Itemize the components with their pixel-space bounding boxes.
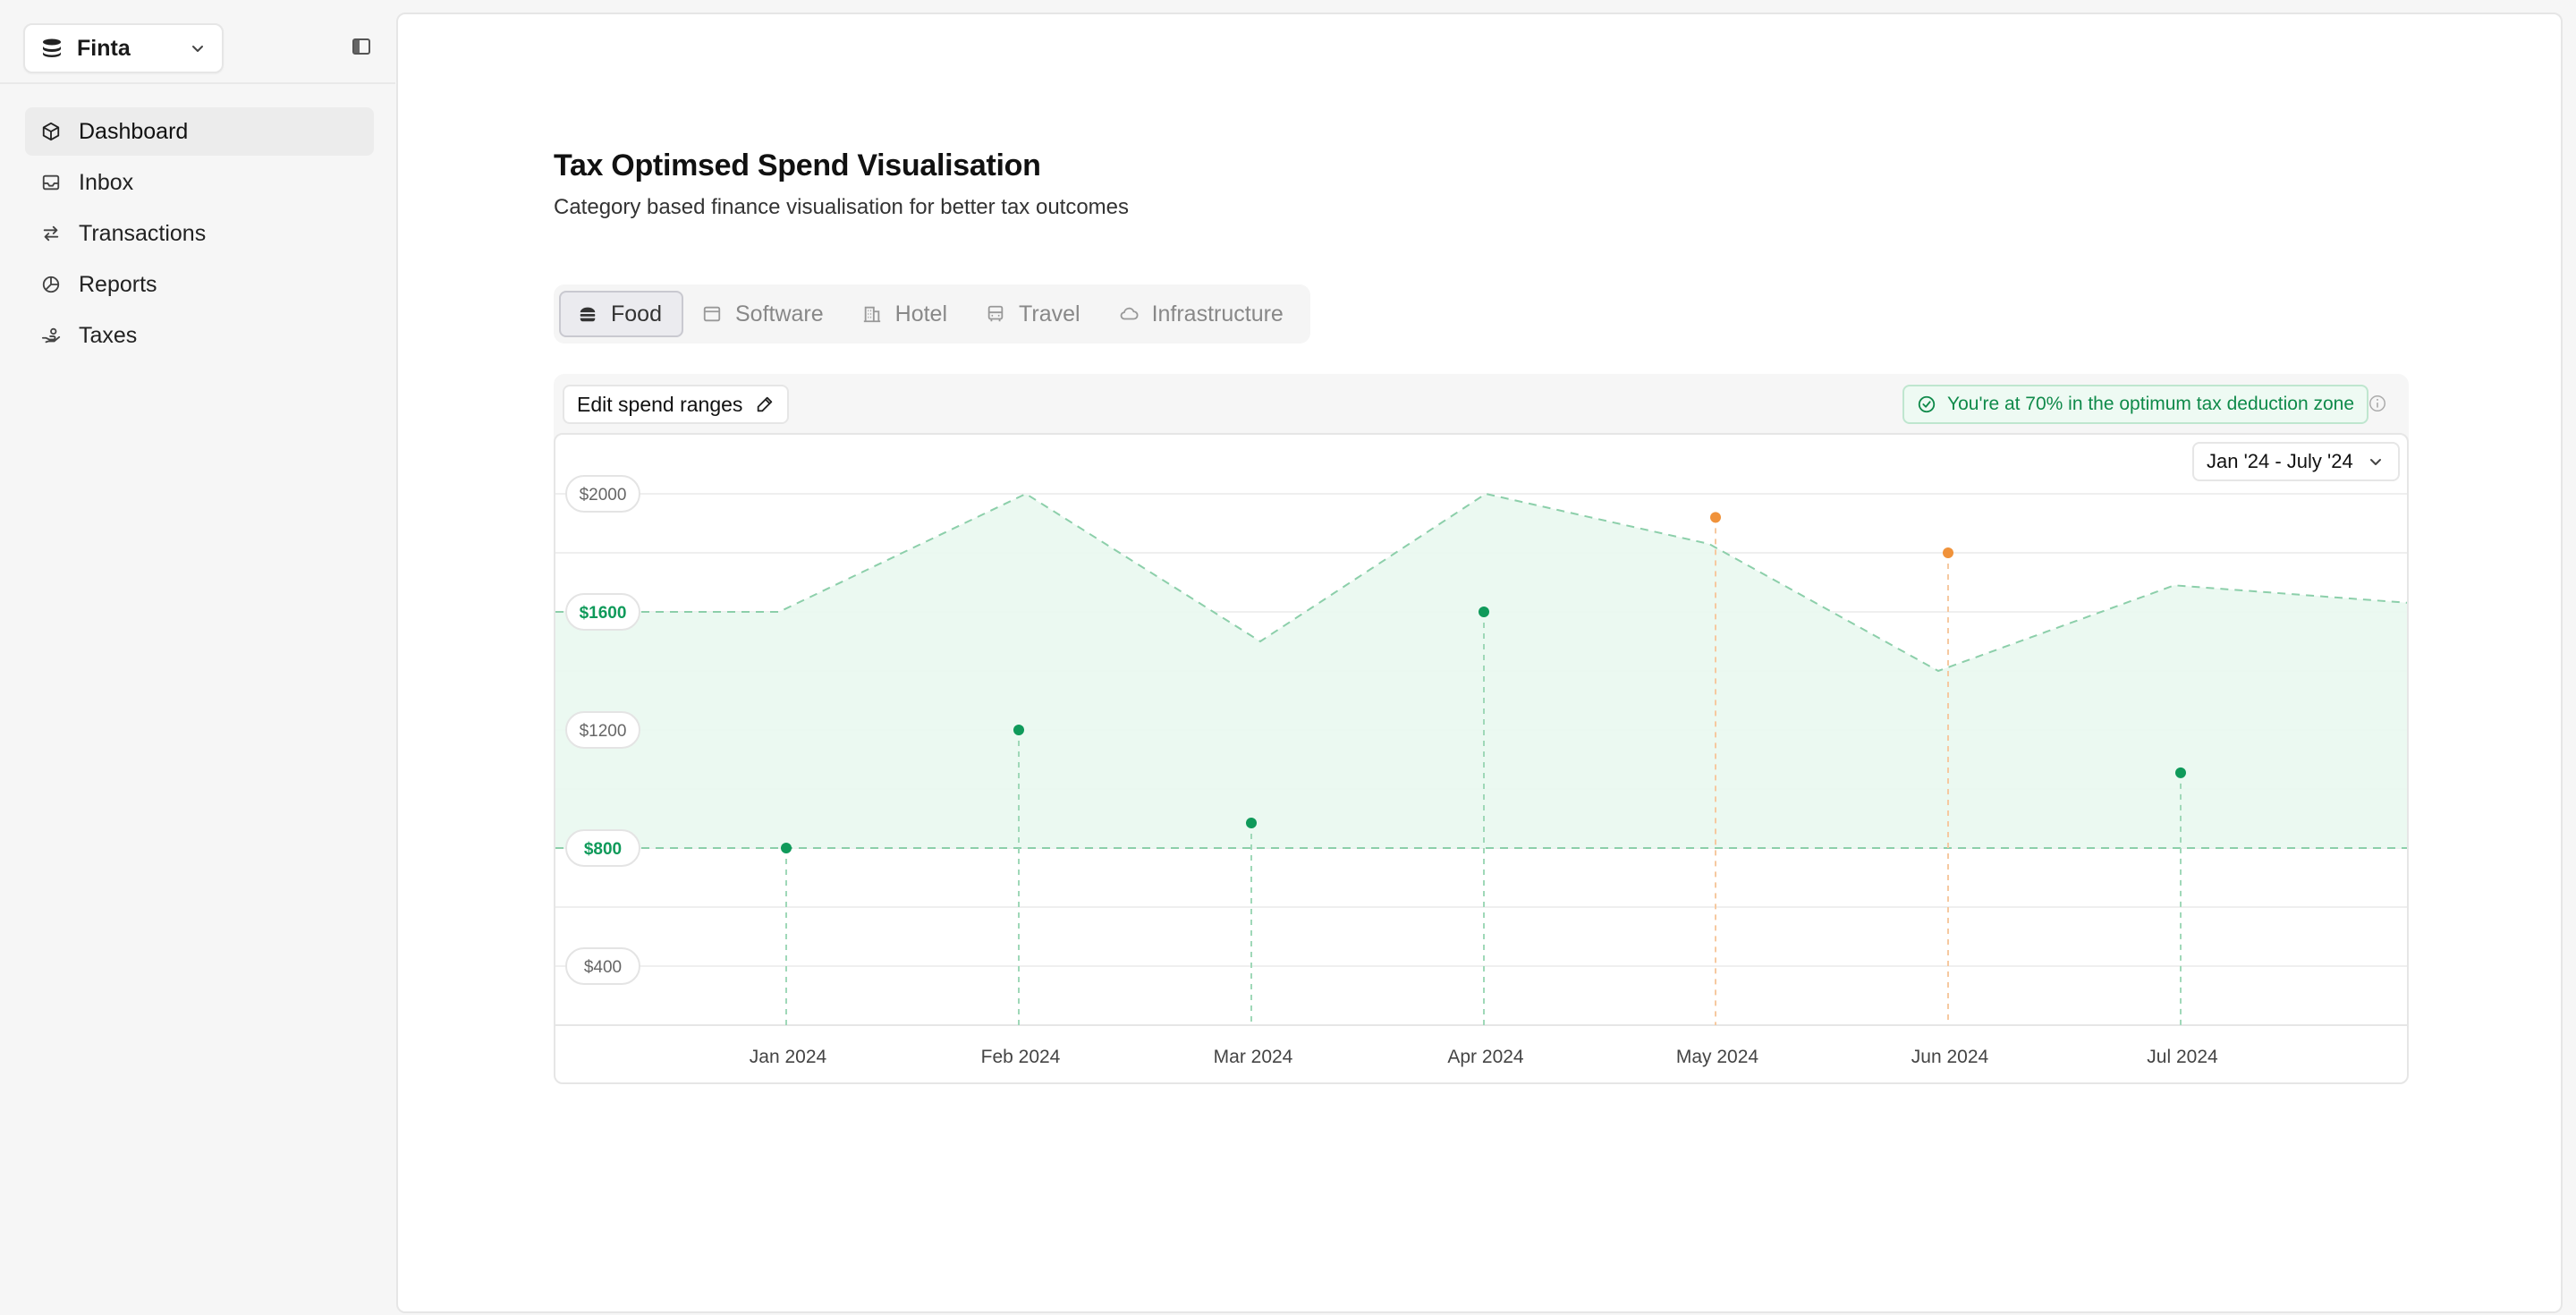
info-icon[interactable]: [2368, 394, 2389, 415]
sidebar-item-label: Taxes: [79, 322, 138, 348]
y-tick-pill: [565, 475, 640, 513]
y-tick-label: $400: [584, 958, 622, 977]
inbox-icon: [39, 171, 63, 194]
y-tick-pill: [565, 947, 640, 985]
spend-point: [2175, 767, 2186, 778]
x-tick-label: May 2024: [1676, 1047, 1759, 1067]
sidebar-item-label: Dashboard: [79, 118, 189, 144]
spend-point: [1943, 547, 1953, 558]
sidebar-item-reports[interactable]: Reports: [25, 260, 374, 309]
tab-label: Infrastructure: [1151, 301, 1284, 327]
sidebar-item-label: Inbox: [79, 169, 134, 195]
chevron-down-icon: [2366, 452, 2385, 471]
hand-coins-icon: [39, 324, 63, 347]
sidebar-item-label: Reports: [79, 271, 157, 297]
chart-plot-area: Jan '24 - July '24 $2000 $1600 $1200 $800 $4…: [554, 433, 2409, 1084]
y-tick-pill: [565, 593, 640, 631]
spend-point: [781, 843, 792, 853]
x-tick-label: Apr 2024: [1447, 1047, 1524, 1067]
y-tick-pill: [565, 829, 640, 867]
spend-point: [1479, 607, 1489, 617]
check-circle-icon: [1917, 394, 1936, 414]
database-icon: [39, 36, 64, 61]
tax-zone-status-badge: You're at 70% in the optimum tax deducti…: [1902, 385, 2369, 424]
tab-hotel[interactable]: Hotel: [845, 291, 967, 337]
window-icon: [701, 303, 723, 325]
tab-label: Hotel: [894, 301, 948, 327]
x-tick-label: Jul 2024: [2147, 1047, 2218, 1067]
tab-travel[interactable]: Travel: [969, 291, 1100, 337]
tab-software[interactable]: Software: [685, 291, 843, 337]
chevron-down-icon: [188, 38, 208, 58]
y-tick-label: $1600: [580, 604, 627, 623]
optimum-zone-area: [555, 494, 2407, 848]
workspace-name: Finta: [77, 35, 131, 61]
edit-spend-ranges-label: Edit spend ranges: [577, 392, 743, 416]
tab-label: Food: [611, 301, 662, 327]
sidebar-toggle-icon[interactable]: [349, 34, 374, 59]
building-icon: [861, 303, 883, 325]
burger-icon: [577, 303, 598, 325]
x-tick-label: Jan 2024: [750, 1047, 827, 1067]
sidebar-nav: Dashboard Inbox Transactions Reports Tax…: [25, 107, 374, 362]
sidebar-item-label: Transactions: [79, 220, 207, 246]
tab-food[interactable]: Food: [559, 291, 683, 337]
spend-point: [1013, 725, 1024, 735]
x-tick-label: Jun 2024: [1911, 1047, 1989, 1067]
bus-icon: [985, 303, 1006, 325]
tab-label: Software: [734, 301, 824, 327]
spend-point: [1710, 512, 1721, 523]
workspace-switcher[interactable]: Finta: [23, 23, 224, 73]
badge-text: You're at 70% in the optimum tax deducti…: [1947, 394, 2355, 414]
page-title: Tax Optimsed Spend Visualisation: [554, 148, 1041, 182]
y-tick-label: $800: [584, 840, 622, 859]
spend-point: [1246, 817, 1257, 828]
date-range-select[interactable]: Jan '24 - July '24: [2192, 442, 2400, 481]
arrows-icon: [39, 222, 63, 245]
tab-label: Travel: [1019, 301, 1080, 327]
date-range-label: Jan '24 - July '24: [2207, 450, 2353, 472]
sidebar-item-taxes[interactable]: Taxes: [25, 311, 374, 360]
x-tick-label: Mar 2024: [1214, 1047, 1293, 1067]
edit-spend-ranges-button[interactable]: Edit spend ranges: [563, 385, 790, 424]
sidebar-divider: [0, 82, 395, 84]
spend-chart: $2000 $1600 $1200 $800 $400 Jan 2024 Feb 2024 M…: [555, 475, 2407, 1067]
page-subtitle: Category based finance visualisation for…: [554, 195, 1130, 219]
sidebar-item-dashboard[interactable]: Dashboard: [25, 107, 374, 156]
spend-chart-card: Edit spend ranges You're at 70% in the o…: [554, 374, 2409, 1084]
sidebar: Finta Dashboard Inbox Transactions: [0, 0, 395, 1315]
pencil-icon: [755, 394, 775, 414]
tab-infrastructure[interactable]: Infrastructure: [1102, 291, 1303, 337]
x-tick-label: Feb 2024: [981, 1047, 1061, 1067]
cloud-icon: [1118, 303, 1140, 325]
pie-icon: [39, 273, 63, 296]
y-tick-label: $1200: [580, 722, 627, 741]
box-icon: [39, 120, 63, 143]
y-tick-pill: [565, 711, 640, 749]
main-panel: Tax Optimsed Spend Visualisation Categor…: [396, 13, 2563, 1313]
category-tabs: Food Software Hotel Travel Infrastructur…: [554, 284, 1310, 344]
y-tick-label: $2000: [580, 486, 627, 505]
sidebar-item-inbox[interactable]: Inbox: [25, 158, 374, 207]
sidebar-item-transactions[interactable]: Transactions: [25, 209, 374, 258]
